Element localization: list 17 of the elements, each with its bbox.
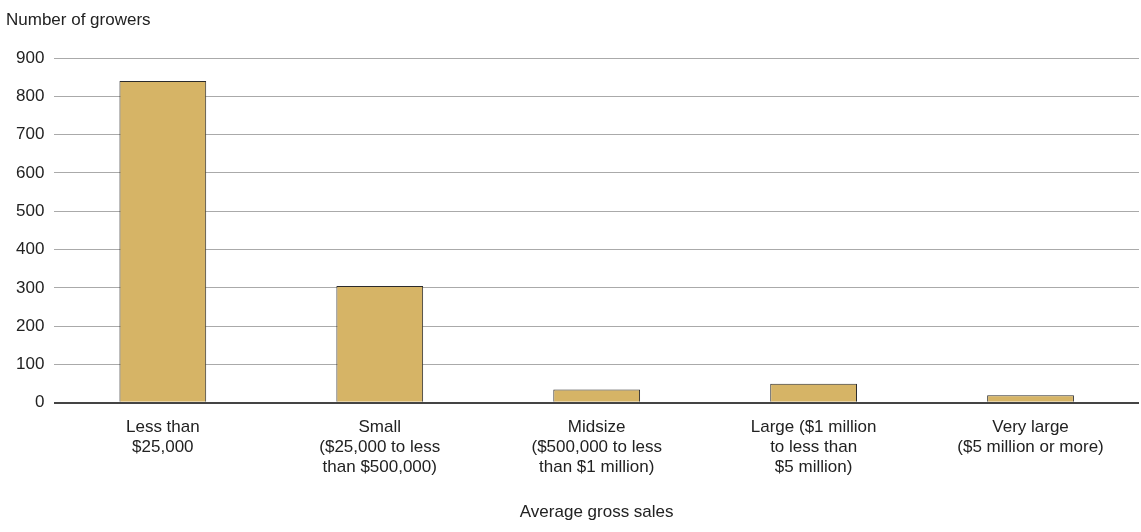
y-tick-label: 900 bbox=[15, 47, 45, 67]
x-tick-label: Large ($1 million to less than $5 million) bbox=[750, 416, 877, 477]
y-tick-label: 600 bbox=[15, 162, 45, 182]
y-tick-label: 0 bbox=[34, 392, 45, 412]
y-tick-label: 500 bbox=[15, 200, 45, 220]
y-tick-label: 300 bbox=[15, 277, 45, 297]
y-axis-title: Number of growers bbox=[6, 10, 151, 30]
y-tick-label: 200 bbox=[15, 315, 45, 335]
y-tick-label: 800 bbox=[15, 86, 45, 105]
y-tick-label: 400 bbox=[15, 239, 45, 259]
y-tick-label: 700 bbox=[15, 124, 45, 144]
x-tick-label: Less than $25,000 bbox=[125, 416, 200, 457]
x-axis-title: Average gross sales bbox=[519, 502, 674, 522]
x-tick-label: Small ($25,000 to less than $500,000) bbox=[319, 416, 441, 477]
x-tick-label: Very large ($5 million or more) bbox=[957, 416, 1104, 457]
y-tick-label: 100 bbox=[15, 354, 45, 374]
x-tick-label: Midsize ($500,000 to less than $1 million) bbox=[531, 416, 662, 477]
